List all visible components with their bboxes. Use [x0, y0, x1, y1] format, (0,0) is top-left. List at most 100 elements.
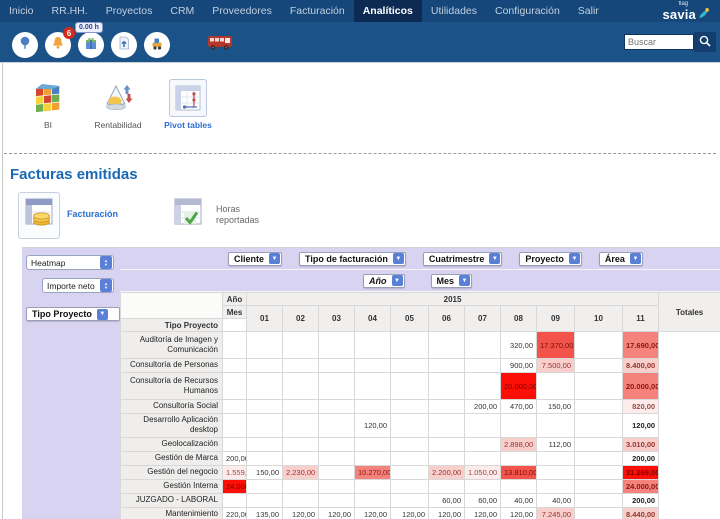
heatmap-cell — [574, 492, 623, 508]
tab-horas-reportadas[interactable]: Horas reportadas — [167, 191, 264, 239]
month-header: 10 — [574, 305, 623, 332]
module-label: Rentabilidad — [94, 120, 142, 130]
row-label: Consultoría de Recursos Humanos — [120, 372, 223, 400]
heatmap-cell — [464, 413, 501, 438]
heatmap-cell: 120,00 — [354, 506, 391, 519]
heatmap-cell: 1.050,00 — [464, 464, 501, 480]
chevron-down-icon[interactable]: ▼ — [568, 253, 580, 264]
view-mode-select[interactable]: Heatmap ▲ ▼ — [26, 255, 114, 270]
pivot-field-mes[interactable]: Mes ▼ — [430, 273, 473, 288]
nav-item-utilidades[interactable]: Utilidades — [430, 5, 477, 17]
module-item-bi[interactable]: BI — [20, 79, 76, 141]
nav-item-proyectos[interactable]: Proyectos — [105, 5, 153, 17]
measure-value: Importe neto — [47, 280, 95, 291]
heatmap-cell — [428, 436, 465, 452]
table-row: Consultoría de Recursos Humanos 20.000,00… — [120, 372, 720, 400]
pivot-field-label: Tipo de facturación — [305, 253, 388, 264]
toolbar-button-location-pin[interactable] — [12, 32, 38, 58]
nav-item-salir[interactable]: Salir — [577, 5, 599, 17]
module-item-pivot-tables[interactable]: Pivot tables — [160, 79, 216, 141]
pivot-field-label: Proyecto — [525, 253, 564, 264]
nav-item-inicio[interactable]: Inicio — [9, 5, 34, 17]
heatmap-cell — [574, 399, 623, 414]
heatmap-cell — [390, 372, 429, 400]
savia-logo: flag savia — [662, 1, 709, 23]
nav-item-facturacion[interactable]: Facturación — [289, 5, 345, 17]
heatmap-cell: 7.245,00 — [536, 506, 575, 519]
heatmap-cell: 470,00 — [500, 399, 537, 414]
pivot-field-tipo-de-facturacion[interactable]: Tipo de facturación ▼ — [299, 251, 406, 266]
view-mode-value: Heatmap — [31, 257, 66, 268]
heatmap-cell — [390, 478, 429, 494]
heatmap-cell: 150,00 — [246, 464, 283, 480]
heatmap-cell — [354, 331, 391, 359]
row-label: Consultoría Social — [120, 399, 223, 414]
heatmap-cell — [536, 413, 575, 438]
chevron-down-icon[interactable]: ▼ — [391, 275, 403, 286]
measure-select[interactable]: Importe neto ▲ ▼ — [42, 278, 114, 293]
heatmap-cell: 200,00 — [464, 399, 501, 414]
row-label: Consultoría de Personas — [120, 358, 223, 373]
logo-text: savia — [662, 7, 696, 22]
nav-item-rrhh[interactable]: RR.HH. — [51, 5, 88, 17]
toolbar-button-notification-bell[interactable]: 6 — [45, 27, 75, 58]
chevron-down-icon[interactable]: ▼ — [459, 275, 471, 286]
search-button[interactable] — [694, 32, 716, 52]
tab-label: Facturación — [67, 209, 119, 220]
pivot-field-ano[interactable]: Año ▼ — [363, 273, 405, 288]
heatmap-cell — [222, 358, 247, 373]
heatmap-cell — [536, 478, 575, 494]
nav-item-proveedores[interactable]: Proveedores — [212, 5, 272, 17]
heatmap-cell — [390, 450, 429, 466]
heatmap-cell — [318, 492, 355, 508]
nav-item-configuracion[interactable]: Configuración — [495, 5, 560, 17]
chevron-down-icon[interactable]: ▼ — [96, 308, 108, 320]
toolbar-button-export-document[interactable] — [111, 32, 137, 58]
chevron-down-icon[interactable]: ▼ — [392, 253, 404, 264]
bus-icon[interactable] — [207, 33, 233, 56]
heatmap-cell: 120,00 — [354, 413, 391, 438]
pivot-field-cuatrimestre[interactable]: Cuatrimestre ▼ — [422, 251, 503, 266]
pivot-field-proyecto[interactable]: Proyecto ▼ — [519, 251, 582, 266]
heatmap-cell — [246, 450, 283, 466]
heatmap-cell — [428, 450, 465, 466]
nav-item-crm[interactable]: CRM — [170, 5, 195, 17]
heatmap-cell: 220,00 — [222, 506, 247, 519]
heatmap-cell — [282, 372, 319, 400]
heatmap-cell: 120,00 — [428, 506, 465, 519]
pivot-field-tipo-proyecto[interactable]: Tipo Proyecto ▼ — [26, 307, 120, 321]
heatmap-cell — [536, 372, 575, 400]
pivot-field-area[interactable]: Área ▼ — [598, 251, 643, 266]
module-item-rentabilidad[interactable]: Rentabilidad — [90, 79, 146, 141]
table-row: JUZGADO - LABORAL 60,00 60,00 40,00 40,00 200… — [120, 492, 720, 508]
chevron-down-icon[interactable]: ▼ — [629, 253, 641, 264]
row-label: Auditoría de Imagen y Comunicación — [120, 331, 223, 359]
select-arrows-icon: ▲ ▼ — [100, 256, 112, 269]
notification-bell-icon — [50, 35, 66, 56]
heatmap-cell — [318, 464, 355, 480]
pivot-field-label: Tipo Proyecto — [32, 309, 92, 319]
month-header: 05 — [390, 305, 429, 332]
chevron-down-icon[interactable]: ▼ — [489, 253, 501, 264]
pivot-field-cliente[interactable]: Cliente ▼ — [228, 251, 283, 266]
row-total-cell: 200,00 — [621, 492, 660, 508]
heatmap-cell — [574, 506, 623, 519]
toolbar-button-toy-vehicle[interactable] — [144, 32, 170, 58]
row-label: Mantenimiento — [120, 506, 223, 519]
row-total-cell: 31.269,00 — [621, 464, 660, 480]
invoices-table-icon — [18, 191, 60, 239]
heatmap-cell — [318, 478, 355, 494]
heatmap-cell — [354, 450, 391, 466]
search-icon — [698, 34, 712, 51]
heatmap-cell — [318, 331, 355, 359]
chevron-down-icon[interactable]: ▼ — [269, 253, 281, 264]
nav-item-analiticos[interactable]: Analíticos — [353, 0, 422, 22]
tab-facturacion[interactable]: Facturación — [18, 191, 119, 239]
search-input[interactable] — [624, 34, 694, 50]
heatmap-cell: 40,00 — [536, 492, 575, 508]
row-label: Desarrollo Aplicación desktop — [120, 413, 223, 438]
toolbar-button-reported-hours[interactable]: 0.00 h — [75, 22, 104, 58]
heatmap-cell — [390, 399, 429, 414]
row-total-cell: 20.000,00 — [621, 372, 660, 400]
heatmap-cell: 120,00 — [464, 506, 501, 519]
